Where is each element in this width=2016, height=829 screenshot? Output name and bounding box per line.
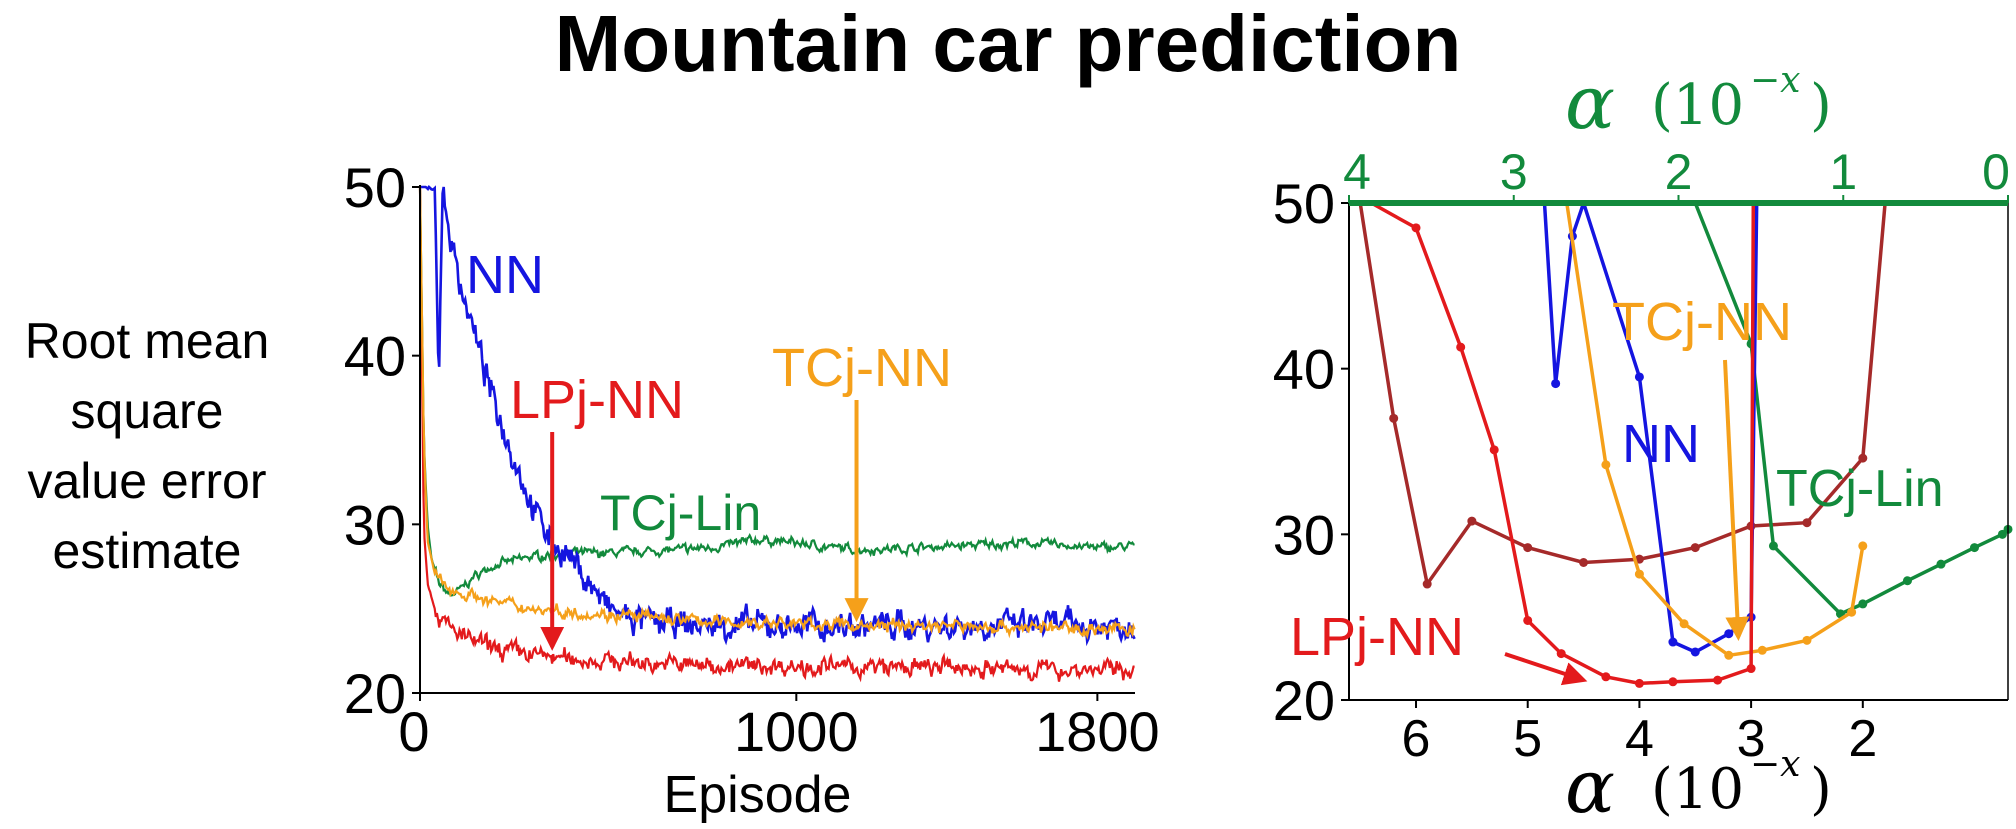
x-tick-label: 1800 (1035, 700, 1160, 763)
data-point-tcj-nn (1724, 651, 1733, 660)
data-point-tcj-lin (1903, 576, 1912, 585)
right-y-tick-label: 20 (1273, 669, 1335, 732)
data-point-lpj-nn (1713, 676, 1722, 685)
data-point-lpj-nn (1523, 616, 1532, 625)
annotation-tcj-nn: TCj-NN (772, 338, 952, 398)
y-axis-label-line: estimate (53, 523, 242, 579)
y-axis-label-line: square (71, 383, 224, 439)
top-x-tick-label: 2 (1665, 144, 1693, 200)
y-axis-label-line: Root mean (25, 313, 270, 369)
right-y-tick-label: 30 (1273, 503, 1335, 566)
data-point-tcj-lin (1936, 560, 1945, 569)
top-x-axis-label-alpha: α (1565, 60, 1615, 146)
data-point-other (1523, 543, 1532, 552)
data-point-other (1579, 558, 1588, 567)
top-x-axis-label-close: ) (1810, 73, 1832, 138)
right-annotation-lpj-nn: LPj-NN (1290, 607, 1464, 667)
right-y-tick-label: 50 (1273, 172, 1335, 235)
data-point-tcj-lin (1858, 599, 1867, 608)
y-axis-label-line: value error (28, 453, 267, 509)
data-point-nn (1668, 638, 1677, 647)
data-point-lpj-nn (1601, 672, 1610, 681)
data-point-lpj-nn (1747, 664, 1756, 673)
right-x-axis-label-close: ) (1810, 757, 1832, 822)
x-tick-label: 1000 (734, 700, 859, 763)
right-y-tick-label: 40 (1273, 338, 1335, 401)
data-point-nn (1691, 647, 1700, 656)
right-annotation-tcj-lin: TCj-Lin (1776, 460, 1944, 518)
data-point-other (1691, 543, 1700, 552)
top-x-tick-label: 4 (1343, 144, 1371, 200)
top-x-tick-label: 0 (1982, 144, 2010, 200)
y-tick-label: 30 (344, 493, 406, 556)
data-point-lpj-nn (1456, 343, 1465, 352)
data-point-lpj-nn (1412, 223, 1421, 232)
data-point-tcj-nn (1601, 460, 1610, 469)
data-point-tcj-nn (1680, 619, 1689, 628)
annotation-tcj-lin: TCj-Lin (600, 485, 761, 541)
y-tick-label: 20 (344, 662, 406, 725)
series-line-tcj-lin (1695, 203, 2008, 614)
top-x-tick-label: 3 (1500, 144, 1528, 200)
data-point-nn (1724, 629, 1733, 638)
data-point-tcj-nn (1858, 541, 1867, 550)
annotation-nn: NN (466, 245, 544, 305)
annotation-lpj-nn: LPj-NN (510, 370, 684, 430)
x-tick-label: 0 (398, 700, 429, 763)
data-point-lpj-nn (1635, 679, 1644, 688)
data-point-other (1389, 414, 1398, 423)
top-x-tick-label: 1 (1829, 144, 1857, 200)
right-x-axis-label-base: (10 (1651, 757, 1744, 822)
right-x-tick-label: 5 (1513, 710, 1542, 768)
data-point-other (1467, 517, 1476, 526)
data-point-tcj-lin (1769, 541, 1778, 550)
right-x-axis-label-alpha: α (1565, 744, 1615, 829)
right-x-axis-label-exponent: −x (1750, 744, 1800, 785)
data-point-tcj-nn (1635, 570, 1644, 579)
data-point-tcj-nn (1758, 646, 1767, 655)
data-point-tcj-nn (1802, 636, 1811, 645)
right-x-tick-label: 4 (1625, 710, 1654, 768)
top-x-axis-label-exponent: −x (1750, 60, 1800, 101)
data-point-nn (1551, 379, 1560, 388)
data-point-nn (1635, 372, 1644, 381)
data-point-tcj-nn (1847, 608, 1856, 617)
data-point-other (1802, 518, 1811, 527)
data-point-lpj-nn (1490, 445, 1499, 454)
data-point-tcj-lin (1970, 543, 1979, 552)
data-point-lpj-nn (1557, 649, 1566, 658)
y-tick-label: 50 (344, 156, 406, 219)
y-tick-label: 40 (344, 325, 406, 388)
right-annotation-nn: NN (1622, 414, 1700, 474)
data-point-lpj-nn (1668, 677, 1677, 686)
data-point-other (1423, 580, 1432, 589)
right-annotation-arrow-tcj-nn (1725, 360, 1738, 637)
right-x-tick-label: 6 (1402, 710, 1431, 768)
right-x-tick-label: 2 (1848, 710, 1877, 768)
right-annotation-tcj-nn: TCj-NN (1612, 292, 1792, 352)
series-line-tcj-nn (1567, 203, 1863, 655)
x-axis-label: Episode (664, 766, 852, 824)
top-x-axis-label-base: (10 (1651, 73, 1744, 138)
